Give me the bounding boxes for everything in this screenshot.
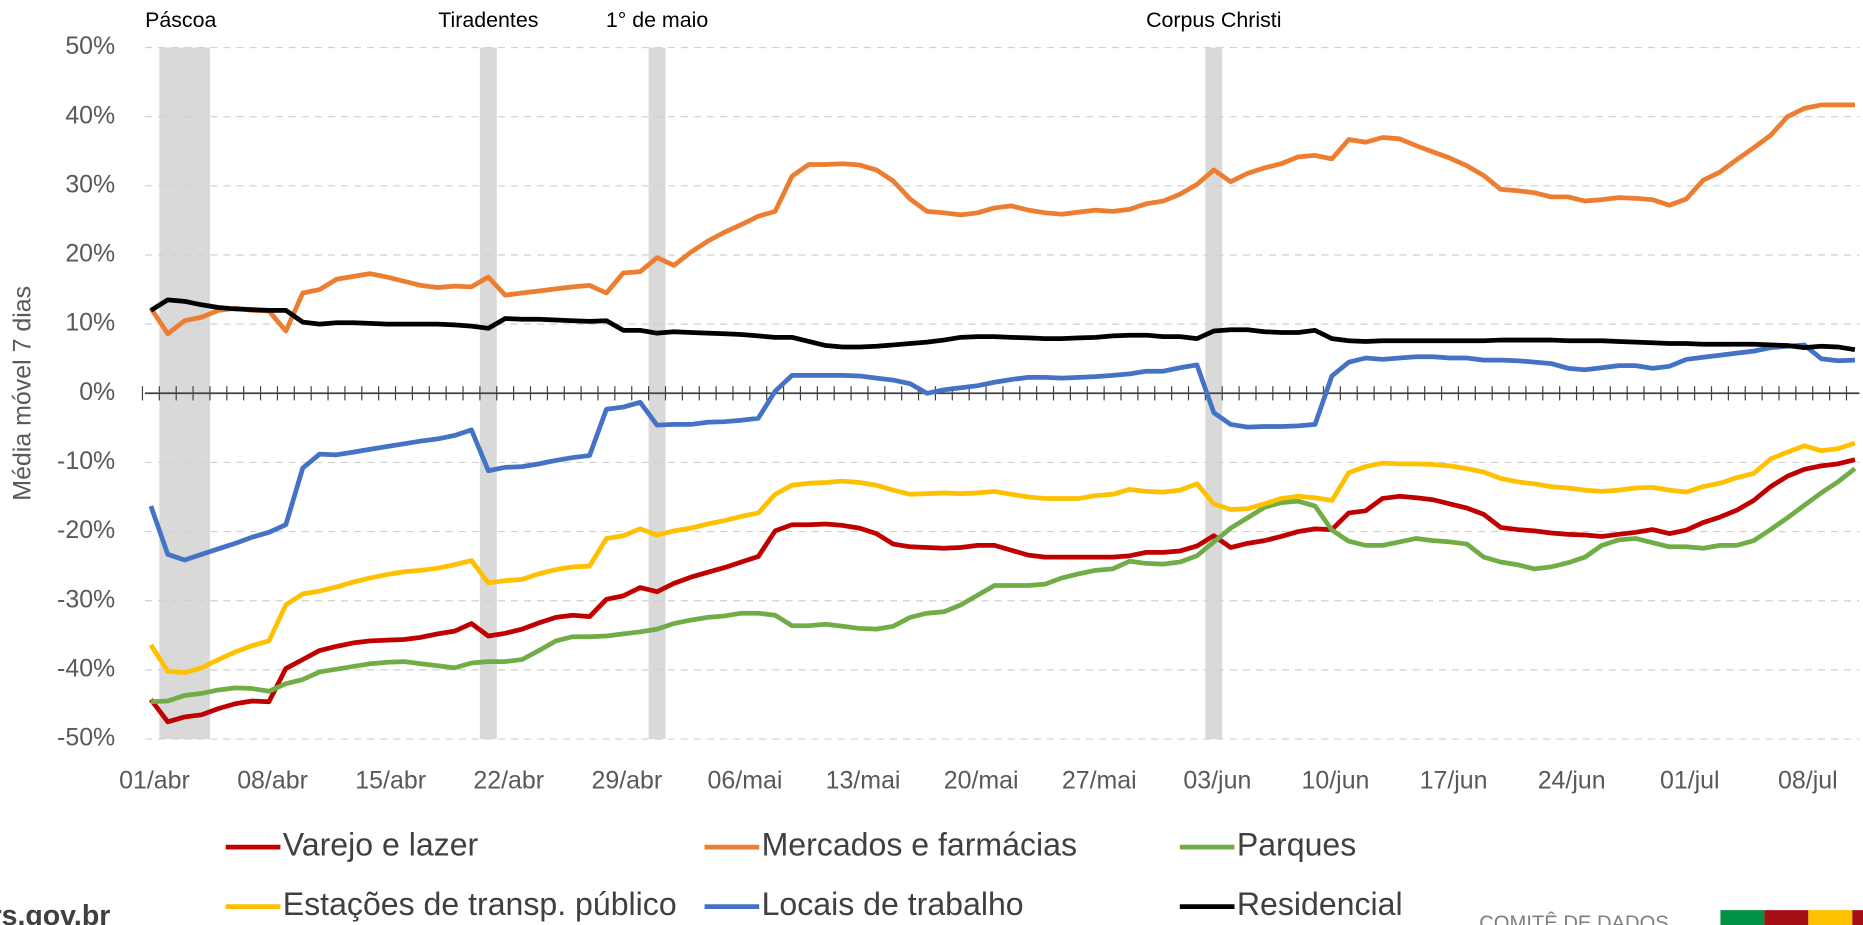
x-tick-label: 08/abr xyxy=(237,766,308,794)
y-tick-label: 50% xyxy=(65,32,115,60)
legend-label: Mercados e farmácias xyxy=(762,827,1077,863)
y-tick-label: -40% xyxy=(57,654,115,682)
legend-label: Residencial xyxy=(1237,886,1403,922)
series-line xyxy=(148,102,1855,337)
y-tick-label: -10% xyxy=(57,447,115,475)
logo-block xyxy=(1808,910,1853,925)
series-line xyxy=(149,457,1856,725)
x-tick-label: 15/abr xyxy=(355,766,426,794)
x-tick-label: 13/mai xyxy=(826,766,901,794)
y-tick-label: 40% xyxy=(65,101,115,129)
y-tick-label: 10% xyxy=(65,309,115,337)
legend-label: Estações de transp. público xyxy=(283,886,677,922)
series-line xyxy=(149,297,1856,353)
series-line xyxy=(148,342,1856,563)
x-tick-label: 20/mai xyxy=(944,766,1019,794)
x-tick-label: 06/mai xyxy=(708,766,783,794)
y-tick-label: 30% xyxy=(65,170,115,198)
y-tick-label: -50% xyxy=(57,724,115,752)
x-tick-label: 22/abr xyxy=(473,766,544,794)
y-tick-label: 20% xyxy=(65,240,115,268)
y-tick-label: -20% xyxy=(57,516,115,544)
x-tick-label: 24/jun xyxy=(1538,766,1606,794)
series-line xyxy=(148,440,1856,675)
footer-committee: COMITÊ DE DADOS xyxy=(1479,912,1669,925)
x-tick-label: 10/jun xyxy=(1301,766,1369,794)
logo-block xyxy=(1852,910,1863,925)
y-tick-label: -30% xyxy=(57,585,115,613)
x-tick-label: 17/jun xyxy=(1420,766,1488,794)
legend-label: Parques xyxy=(1237,827,1356,863)
legend-label: Locais de trabalho xyxy=(762,886,1024,922)
x-tick-label: 27/mai xyxy=(1062,766,1137,794)
x-tick-label: 01/abr xyxy=(119,766,190,794)
holiday-label: Páscoa xyxy=(145,8,216,32)
x-tick-label: 01/jul xyxy=(1660,766,1720,794)
y-axis-label: Média móvel 7 dias xyxy=(8,286,36,501)
x-tick-label: 03/jun xyxy=(1183,766,1251,794)
x-tick-label: 08/jul xyxy=(1778,766,1838,794)
logo-block xyxy=(1720,910,1765,925)
footer-site: rs.gov.br xyxy=(0,900,110,925)
holiday-label: Tiradentes xyxy=(438,8,538,32)
legend-label: Varejo e lazer xyxy=(283,827,479,863)
holiday-label: Corpus Christi xyxy=(1146,8,1281,32)
series-line xyxy=(150,466,1857,705)
x-tick-label: 29/abr xyxy=(592,766,663,794)
holiday-label: 1° de maio xyxy=(606,8,708,32)
logo-block xyxy=(1764,910,1809,925)
y-tick-label: 0% xyxy=(79,378,115,406)
